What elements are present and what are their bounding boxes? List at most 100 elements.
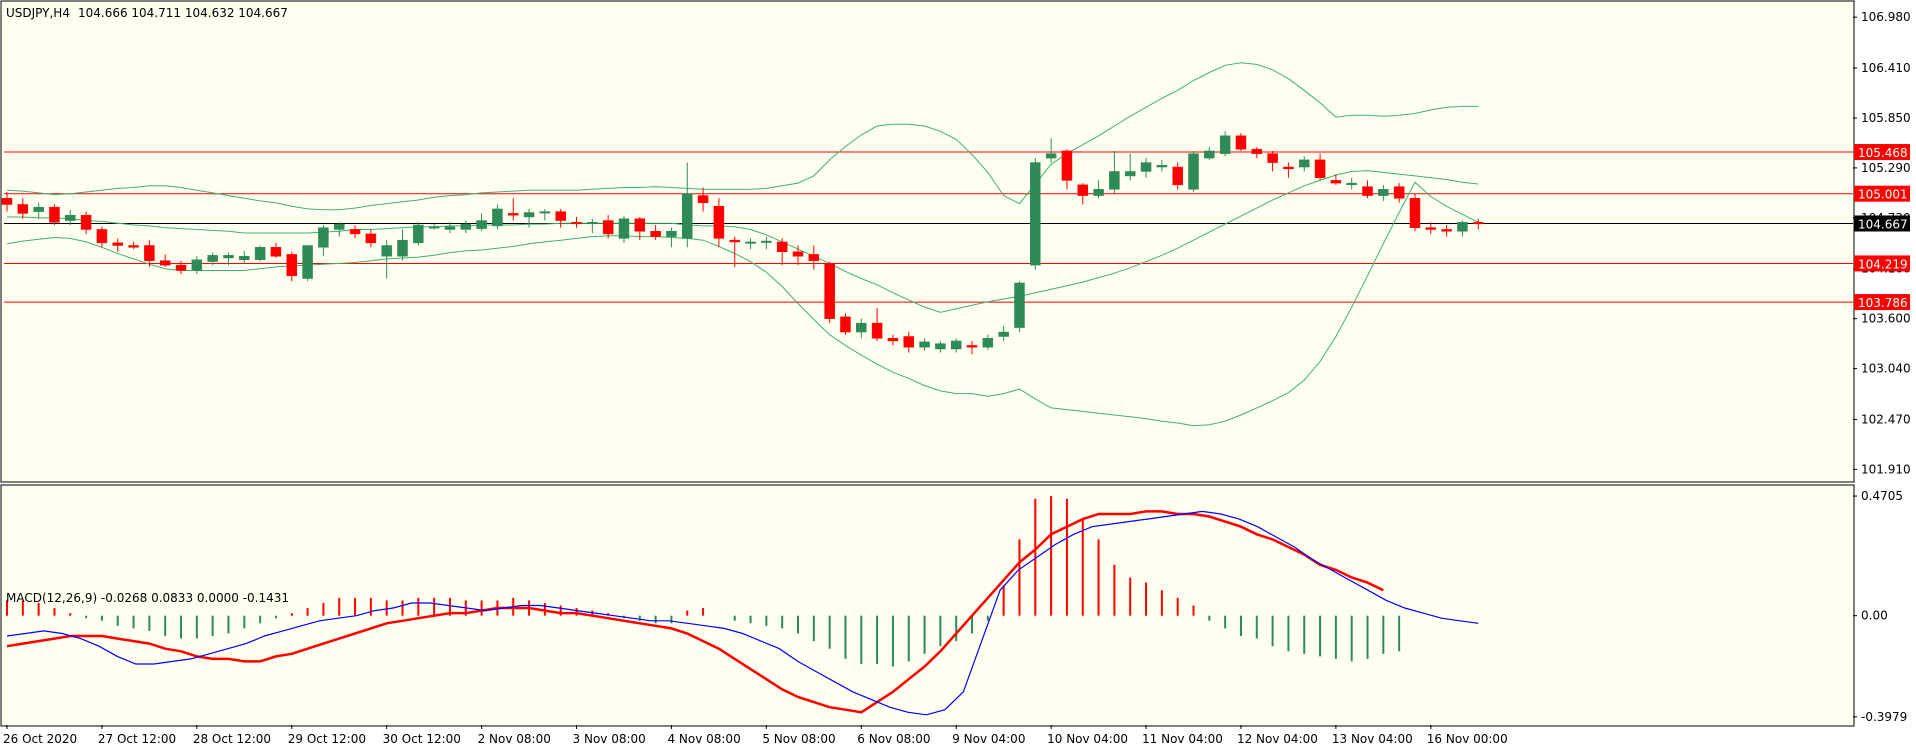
level-tag-label-0: 105.468	[1858, 146, 1908, 160]
candle-body-2	[33, 206, 44, 212]
candle-body-78	[1235, 135, 1247, 150]
candle-body-12	[191, 259, 203, 271]
time-tick-label-12: 11 Nov 04:00	[1142, 732, 1223, 746]
time-tick-label-7: 4 Nov 08:00	[667, 732, 740, 746]
time-tick-label-1: 27 Oct 12:00	[98, 732, 176, 746]
candle-body-69	[1093, 189, 1104, 196]
candle-body-31	[492, 208, 503, 227]
candle-body-52	[824, 263, 835, 319]
candle-body-32	[507, 213, 519, 216]
candle-body-17	[270, 247, 282, 257]
candle-body-37	[587, 222, 598, 225]
candle-body-5	[80, 214, 92, 230]
macd-signal-line	[6, 510, 1384, 714]
candle-body-18	[286, 254, 298, 277]
macd-tick-label-2: -0.3979	[1861, 710, 1907, 724]
candle-body-46	[729, 239, 740, 243]
candle-body-53	[840, 316, 851, 333]
candle-body-76	[1204, 150, 1215, 159]
time-tick-label-14: 13 Nov 04:00	[1332, 732, 1413, 746]
time-tick-label-2: 28 Oct 12:00	[193, 732, 271, 746]
candle-body-90	[1425, 227, 1437, 230]
candle-body-9	[144, 245, 155, 261]
candle-body-39	[618, 218, 630, 239]
candle-body-48	[761, 240, 772, 243]
current-price-tag-label: 104.667	[1858, 217, 1908, 231]
candle-body-71	[1124, 171, 1136, 177]
candle-body-6	[96, 229, 108, 244]
candle-body-93	[1473, 222, 1484, 225]
candle-body-20	[318, 227, 329, 248]
candle-body-55	[871, 322, 883, 339]
candle-body-23	[365, 233, 377, 244]
candle-body-0	[1, 197, 13, 205]
candle-body-58	[919, 341, 930, 348]
macd-tick-label-1: 0.00	[1861, 609, 1888, 623]
price-tick-label-8: 102.470	[1861, 412, 1911, 426]
candle-body-21	[333, 223, 345, 230]
current-price-tag	[1854, 215, 1910, 232]
candle-body-82	[1298, 159, 1310, 168]
candle-body-79	[1251, 148, 1263, 154]
price-tick-label-6: 103.600	[1861, 312, 1911, 326]
price-tick-label-9: 101.910	[1861, 462, 1911, 476]
candle-body-33	[523, 212, 535, 218]
candle-body-56	[887, 338, 899, 342]
candle-body-40	[634, 218, 646, 232]
candle-body-44	[697, 195, 709, 203]
candle-body-68	[1077, 184, 1089, 196]
candle-body-41	[650, 230, 661, 237]
candle-body-57	[903, 336, 914, 348]
candle-body-10	[159, 260, 171, 266]
price-panel	[0, 0, 1855, 483]
candle-body-43	[682, 193, 693, 239]
candle-body-64	[1014, 282, 1025, 328]
candle-body-42	[666, 230, 677, 237]
time-tick-label-10: 9 Nov 04:00	[952, 732, 1025, 746]
candle-body-35	[555, 211, 566, 221]
ohlc-readout: 104.666 104.711 104.632 104.667	[78, 6, 288, 20]
candle-body-87	[1378, 189, 1389, 196]
candle-body-19	[302, 245, 313, 279]
candle-body-74	[1172, 166, 1183, 186]
candle-body-75	[1188, 153, 1199, 190]
macd-layer	[6, 496, 1479, 716]
candle-body-89	[1409, 197, 1421, 228]
candle-body-25	[397, 239, 408, 257]
bollinger-lower-line	[6, 181, 1479, 427]
bollinger-middle-line	[7, 170, 1479, 313]
macd-header: MACD(12,26,9) -0.0268 0.0833 0.0000 -0.1…	[6, 591, 289, 605]
chart-header: USDJPY,H4 104.666 104.711 104.632 104.667	[6, 6, 288, 20]
candle-body-51	[808, 254, 820, 261]
price-layer	[1, 62, 1853, 427]
price-tick-label-1: 106.410	[1861, 61, 1911, 75]
candle-body-92	[1457, 222, 1468, 232]
candle-body-36	[571, 222, 582, 225]
time-tick-label-3: 29 Oct 12:00	[288, 732, 366, 746]
level-tag-3	[1854, 294, 1910, 311]
candle-body-73	[1156, 164, 1168, 168]
candle-body-4	[65, 214, 76, 221]
macd-panel	[0, 484, 1855, 727]
candle-body-84	[1330, 180, 1342, 184]
candle-body-34	[539, 211, 551, 214]
time-tick-label-13: 12 Nov 04:00	[1237, 732, 1318, 746]
candle-body-28	[444, 226, 456, 230]
candle-body-16	[254, 247, 266, 261]
price-tick-label-7: 103.040	[1861, 362, 1911, 376]
level-tag-1	[1854, 185, 1910, 202]
candle-body-38	[602, 220, 614, 235]
candle-body-11	[175, 264, 187, 271]
symbol-label: USDJPY,H4	[6, 6, 70, 20]
candle-body-26	[413, 224, 424, 244]
candle-body-60	[950, 340, 962, 350]
time-tick-label-8: 5 Nov 08:00	[762, 732, 835, 746]
candle-body-65	[1030, 162, 1041, 266]
axis-layer: 106.980106.410105.850105.290104.730104.1…	[3, 10, 1911, 746]
candle-body-77	[1219, 135, 1231, 154]
candle-body-62	[982, 338, 994, 348]
candle-body-80	[1267, 153, 1278, 163]
candle-body-67	[1061, 150, 1073, 181]
candle-body-29	[460, 223, 472, 230]
